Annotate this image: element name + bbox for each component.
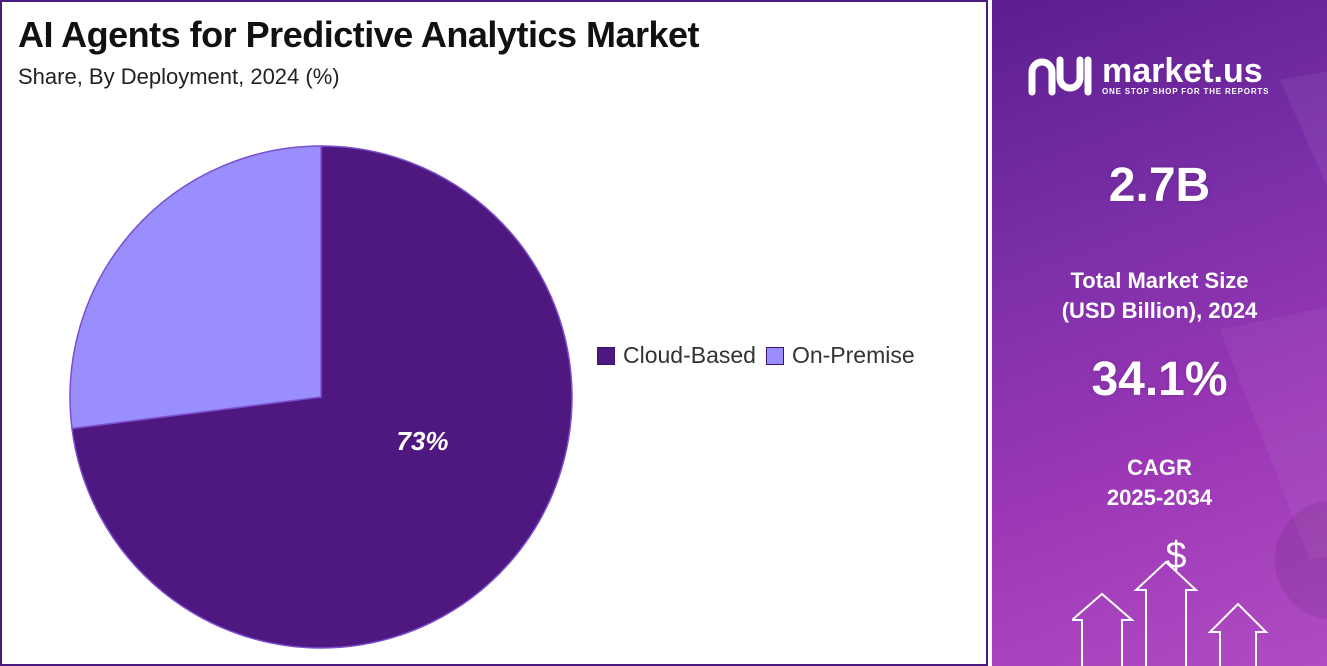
- brand-name: market.us: [1102, 51, 1263, 90]
- background-decoration: [1219, 71, 1327, 620]
- legend-label-cloud-based: Cloud-Based: [623, 342, 756, 368]
- growth-arrows-art: $: [1072, 535, 1269, 666]
- chart-title: AI Agents for Predictive Analytics Marke…: [18, 14, 700, 55]
- legend-swatch-on-premise: [765, 346, 784, 365]
- cagr-label-line1: CAGR: [1127, 455, 1192, 480]
- chart-legend: Cloud-Based On-Premise: [597, 342, 915, 369]
- summary-panel: market.us ONE STOP SHOP FOR THE REPORTS …: [992, 0, 1327, 666]
- up-arrow-icon: [1133, 560, 1199, 666]
- data-label-cloud-based: 73%: [397, 426, 449, 456]
- legend-swatch-cloud-based: [597, 346, 615, 365]
- cagr-value: 34.1%: [1091, 353, 1228, 406]
- market-size-label-line1: Total Market Size: [1070, 268, 1249, 293]
- market-size-label-line2: (USD Billion), 2024: [1061, 298, 1258, 323]
- market-us-logo-icon: [1028, 56, 1092, 96]
- market-size-value: 2.7B: [1108, 159, 1211, 212]
- brand-logo: market.us ONE STOP SHOP FOR THE REPORTS: [1026, 52, 1269, 98]
- pie-chart: 73%: [69, 145, 573, 649]
- up-arrow-icon: [1207, 602, 1269, 666]
- up-arrow-icon: [1072, 592, 1135, 666]
- legend-item-cloud-based: Cloud-Based: [597, 342, 756, 369]
- legend-item-on-premise: On-Premise: [765, 342, 915, 369]
- pie-slice-on-premise: [69, 145, 322, 430]
- brand-tagline: ONE STOP SHOP FOR THE REPORTS: [1102, 86, 1270, 96]
- pie-slice-cloud-based: [71, 145, 573, 649]
- chart-subtitle: Share, By Deployment, 2024 (%): [18, 64, 340, 89]
- legend-label-on-premise: On-Premise: [791, 342, 915, 368]
- cagr-label-line2: 2025-2034: [1106, 485, 1213, 510]
- chart-panel: AI Agents for Predictive Analytics Marke…: [0, 0, 988, 666]
